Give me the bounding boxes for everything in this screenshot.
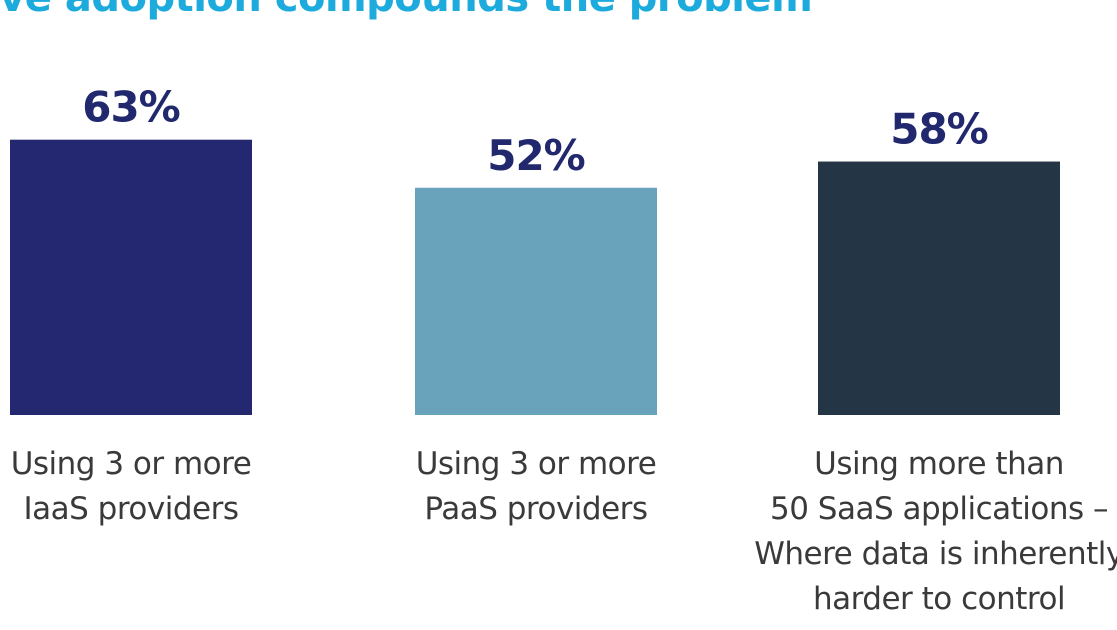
category-label-3-line-4: harder to control bbox=[813, 581, 1065, 617]
category-label-3-line-2: 50 SaaS applications – bbox=[770, 491, 1108, 527]
category-label-3-line-1: Using more than bbox=[814, 446, 1064, 482]
category-label-3-line-3: Where data is inherently bbox=[754, 536, 1117, 572]
bar-1 bbox=[10, 139, 252, 415]
chart-title: ive adoption compounds the problem bbox=[0, 0, 813, 18]
value-label-1: 63% bbox=[82, 83, 180, 132]
category-label-1-line-1: Using 3 or more bbox=[11, 446, 252, 482]
category-label-1-line-2: IaaS providers bbox=[24, 491, 239, 527]
category-label-2-line-1: Using 3 or more bbox=[416, 446, 657, 482]
value-label-3: 58% bbox=[890, 105, 988, 154]
bar-2 bbox=[415, 187, 657, 415]
bar-3 bbox=[818, 161, 1060, 415]
category-label-2-line-2: PaaS providers bbox=[424, 491, 647, 527]
value-label-2: 52% bbox=[487, 131, 585, 180]
